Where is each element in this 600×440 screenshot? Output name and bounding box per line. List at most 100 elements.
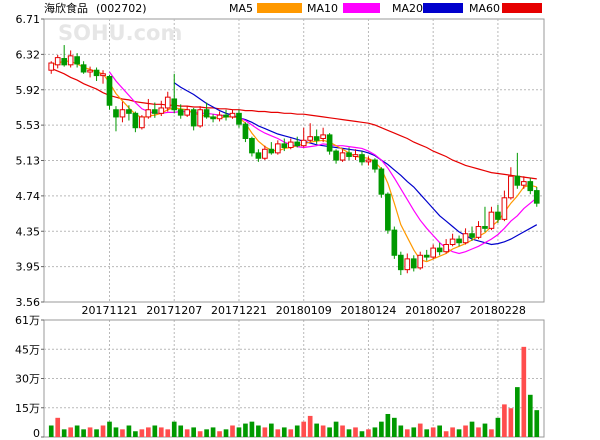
candle [281, 138, 288, 152]
candle [501, 190, 508, 222]
price-tick-label: 3.95 [16, 261, 41, 274]
candle [242, 122, 249, 143]
volume-bar [469, 421, 475, 437]
candle-body [184, 109, 191, 116]
price-tick-label: 6.32 [16, 48, 41, 61]
price-tick-label: 5.53 [16, 119, 41, 132]
candle-body [54, 57, 61, 66]
volume-bar [146, 427, 151, 437]
volume-bar [243, 423, 248, 437]
volume-bar [353, 427, 358, 437]
volume-bar [165, 429, 171, 437]
volume-bar [463, 425, 468, 437]
volume-bar [210, 427, 216, 437]
volume-bar [430, 427, 436, 437]
candle [255, 149, 262, 162]
ma5-line [51, 60, 537, 263]
volume-bar [508, 408, 514, 437]
candle [520, 176, 527, 189]
volume-bar [184, 429, 190, 437]
ma20-line [173, 82, 538, 246]
volume-bar [515, 387, 520, 437]
header: 海欣食品 (002702) MA5 MA10 MA20 MA60 [44, 1, 542, 15]
candle-body [100, 73, 106, 77]
legend-swatch-ma20 [423, 3, 463, 13]
volume-bar [301, 421, 307, 437]
volume-bar [74, 425, 80, 437]
candle-body [210, 116, 216, 120]
volume-bar [107, 421, 112, 437]
volume-tick-label: 0 [33, 427, 40, 440]
volume-bar [126, 425, 132, 437]
candle [313, 129, 320, 144]
candle [300, 127, 307, 148]
volume-bar [411, 427, 417, 437]
candle-body [87, 69, 93, 73]
price-tick-label: 4.35 [16, 225, 41, 238]
candle-body [520, 181, 527, 186]
candle-body [385, 193, 391, 231]
candle [365, 156, 372, 166]
candle-body [203, 109, 210, 118]
candle [385, 192, 391, 234]
candle [197, 106, 203, 128]
candle [171, 73, 178, 114]
candle [430, 244, 437, 259]
candle-body [365, 159, 372, 163]
legend-swatch-ma60 [502, 3, 542, 13]
candle-body [352, 154, 359, 157]
candle [132, 111, 139, 133]
candle-body [216, 114, 223, 120]
candle [190, 107, 197, 131]
candle-body [139, 116, 145, 129]
volume-bar [223, 429, 229, 437]
volume-bar [482, 423, 488, 437]
volume-bar [314, 423, 319, 437]
volume-bar [171, 421, 177, 437]
candle-body [171, 98, 178, 111]
candle-body [417, 254, 424, 269]
candle [93, 67, 100, 81]
volume-bar [236, 427, 242, 437]
candle [236, 109, 242, 128]
legend-item-ma60: MA60 [469, 2, 542, 15]
candle [48, 61, 55, 74]
candle-body [158, 107, 165, 114]
candle [223, 109, 229, 121]
candle-body [236, 112, 242, 125]
volume-panel: 61万 45万 30万 15万 0 [15, 314, 545, 440]
candle [145, 98, 152, 119]
volume-bar [404, 429, 410, 437]
candle-body [281, 143, 288, 148]
price-tick-label: 4.74 [16, 190, 41, 203]
candle [74, 53, 80, 68]
candle [54, 54, 61, 69]
volume-bar [372, 427, 378, 437]
candle-body [482, 226, 488, 229]
candle [475, 221, 482, 240]
volume-bar [534, 410, 540, 437]
candle [139, 115, 145, 130]
candle [417, 251, 424, 270]
legend-label-ma5: MA5 [229, 2, 253, 15]
candle [508, 167, 514, 200]
candle-body [378, 168, 385, 195]
legend-label-ma60: MA60 [469, 2, 500, 15]
candle [378, 167, 385, 198]
volume-bar [443, 431, 449, 437]
price-tick-label: 3.56 [16, 296, 41, 309]
candle-body [255, 152, 262, 159]
volume-bar [424, 429, 430, 437]
candle-body [151, 109, 158, 114]
candle [151, 102, 158, 118]
volume-bar [275, 429, 281, 437]
volume-bar [133, 431, 138, 437]
candle-body [456, 238, 462, 244]
candle [359, 151, 365, 166]
candle [262, 145, 268, 161]
volume-bar [191, 427, 196, 437]
candle [229, 109, 236, 119]
volume-tick-label: 30万 [15, 373, 40, 386]
candle [287, 138, 294, 150]
candle-body [404, 258, 411, 271]
